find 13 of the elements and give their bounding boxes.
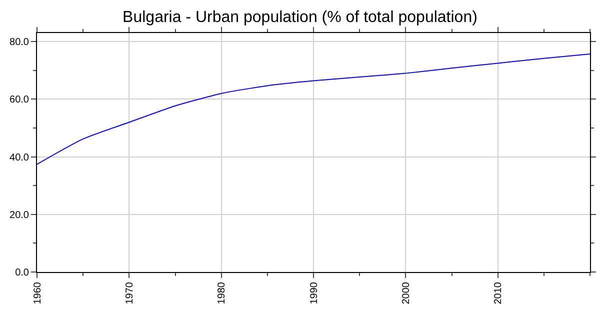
x-tick-label: 1970 [124,282,136,304]
y-tick-label: 80.0 [10,37,30,48]
y-tick-label: 20.0 [10,210,30,221]
y-tick-label: 40.0 [10,152,30,164]
x-tick-label: 1990 [308,282,320,304]
y-tick-label: 60.0 [10,94,30,106]
x-tick-label: 2000 [400,282,412,304]
line-series [37,54,590,165]
x-tick-label: 1980 [216,282,228,304]
chart-title: Bulgaria - Urban population (% of total population) [122,9,478,26]
y-tick-label: 0.0 [15,268,30,278]
x-tick-label: 1960 [32,282,44,304]
x-tick-label: 2010 [493,282,504,304]
